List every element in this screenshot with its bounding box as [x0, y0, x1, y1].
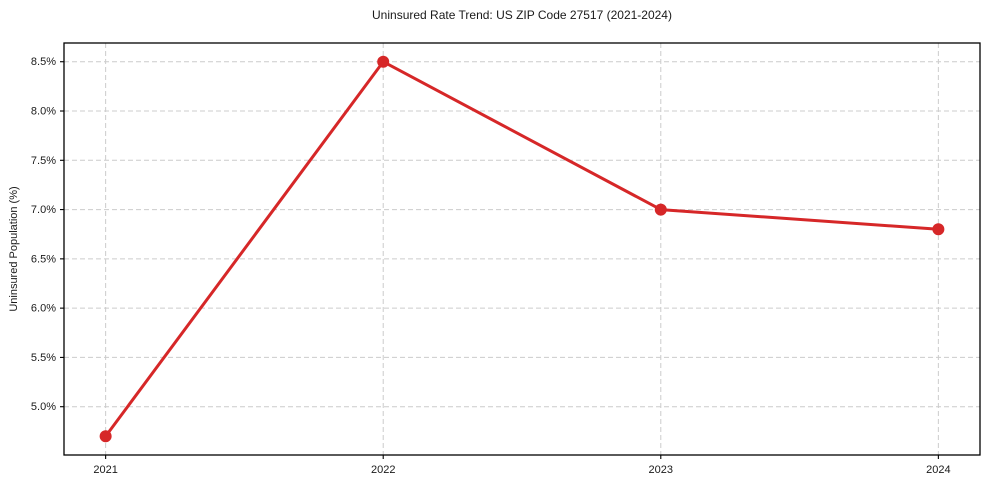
- y-tick-label: 8.0%: [31, 106, 56, 118]
- y-tick-label: 5.0%: [31, 401, 56, 413]
- data-point-marker: [377, 55, 390, 68]
- x-tick-label: 2022: [371, 464, 395, 476]
- y-tick-label: 8.5%: [31, 56, 56, 68]
- y-tick-label: 6.0%: [31, 303, 56, 315]
- data-point-marker: [99, 430, 112, 443]
- data-point-marker: [654, 203, 667, 216]
- chart-title: Uninsured Rate Trend: US ZIP Code 27517 …: [372, 8, 672, 22]
- plot-border: [63, 42, 981, 456]
- y-tick-label: 6.5%: [31, 253, 56, 265]
- trend-line: [104, 60, 940, 438]
- y-tick-label: 7.0%: [31, 204, 56, 216]
- x-tick-label: 2024: [926, 464, 950, 476]
- x-tick-label: 2021: [93, 464, 117, 476]
- y-tick-label: 7.5%: [31, 155, 56, 167]
- x-tick-label: 2023: [649, 464, 673, 476]
- y-tick-label: 5.5%: [31, 352, 56, 364]
- data-point-marker: [932, 223, 945, 236]
